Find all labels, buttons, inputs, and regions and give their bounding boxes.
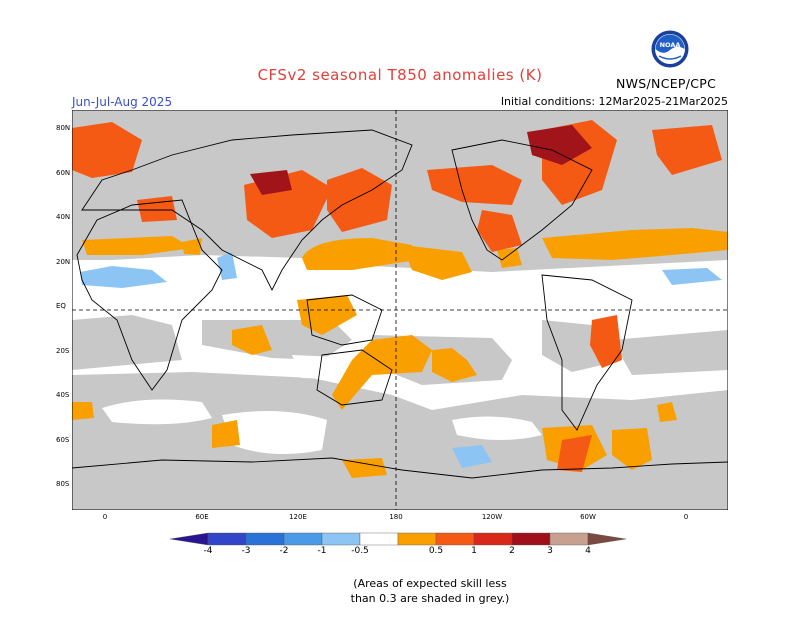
maritime-continent-outline xyxy=(306,294,383,346)
africa-outline xyxy=(76,199,223,391)
antarctica-outline xyxy=(72,457,728,479)
colorbar-segment xyxy=(245,532,285,546)
lat-label: 60S xyxy=(56,435,70,444)
south-america-outline xyxy=(541,274,633,431)
lat-label: 40S xyxy=(56,391,70,399)
colorbar-segment xyxy=(321,532,361,546)
lat-label: 60N xyxy=(56,168,71,177)
skill-note-line2: than 0.3 are shaded in grey.) xyxy=(350,592,510,605)
colorbar-label: 0.5 xyxy=(428,546,444,556)
colorbar-segment xyxy=(170,532,209,546)
anomaly-map xyxy=(72,110,728,510)
colorbar-label: 4 xyxy=(585,546,591,556)
north-america-outline xyxy=(451,139,593,261)
continent-outlines xyxy=(72,129,728,479)
colorbar-label: -3 xyxy=(241,546,251,556)
map-title: CFSv2 seasonal T850 anomalies (K) xyxy=(257,66,543,84)
colorbar-label: -0.5 xyxy=(351,546,369,556)
colorbar-segment xyxy=(359,532,399,546)
lon-label: 0 xyxy=(102,513,108,521)
lat-label: EQ xyxy=(56,302,66,310)
colorbar-segment xyxy=(397,532,437,546)
australia-outline xyxy=(316,349,393,406)
lon-label: 60W xyxy=(580,513,596,521)
lon-label: 0 xyxy=(683,513,689,521)
eurasia-outline xyxy=(81,129,413,292)
lat-label: 40N xyxy=(56,213,71,221)
lon-label: 60E xyxy=(195,513,209,521)
warm-anomaly-05-1 xyxy=(72,228,728,478)
colorbar-label: 2 xyxy=(509,546,515,556)
colorbar-segment xyxy=(473,532,513,546)
lon-label: 120E xyxy=(289,513,307,521)
colorbar-segment xyxy=(587,532,626,546)
colorbar-label: 3 xyxy=(547,546,553,556)
colorbar-label: -2 xyxy=(279,546,289,556)
warm-anomaly-2-3 xyxy=(250,125,592,195)
lat-label: 80N xyxy=(56,124,71,132)
lat-label: 80S xyxy=(56,480,70,488)
colorbar-label: -4 xyxy=(203,546,213,556)
lon-label: 120W xyxy=(481,513,503,521)
colorbar-label: 1 xyxy=(471,546,477,556)
lon-label: 180 xyxy=(389,513,403,521)
colorbar-label: -1 xyxy=(317,546,327,556)
colorbar-segment xyxy=(511,532,551,546)
cool-anomaly-areas xyxy=(80,252,722,468)
skill-note-line1: (Areas of expected skill less xyxy=(353,577,507,590)
colorbar-segment xyxy=(283,532,323,546)
noaa-logo-text: NOAA xyxy=(660,41,681,49)
lat-label: 20S xyxy=(56,346,70,355)
colorbar-segment xyxy=(207,532,247,546)
noaa-logo: NOAA xyxy=(651,30,689,68)
colorbar-segment xyxy=(435,532,475,546)
colorbar xyxy=(170,532,626,546)
lat-label: 20N xyxy=(56,257,71,266)
season-label: Jun-Jul-Aug 2025 xyxy=(72,95,173,109)
agency-label: NWS/NCEP/CPC xyxy=(616,76,717,91)
initial-conditions-label: Initial conditions: 12Mar2025-21Mar2025 xyxy=(500,95,728,108)
colorbar-segment xyxy=(549,532,589,546)
